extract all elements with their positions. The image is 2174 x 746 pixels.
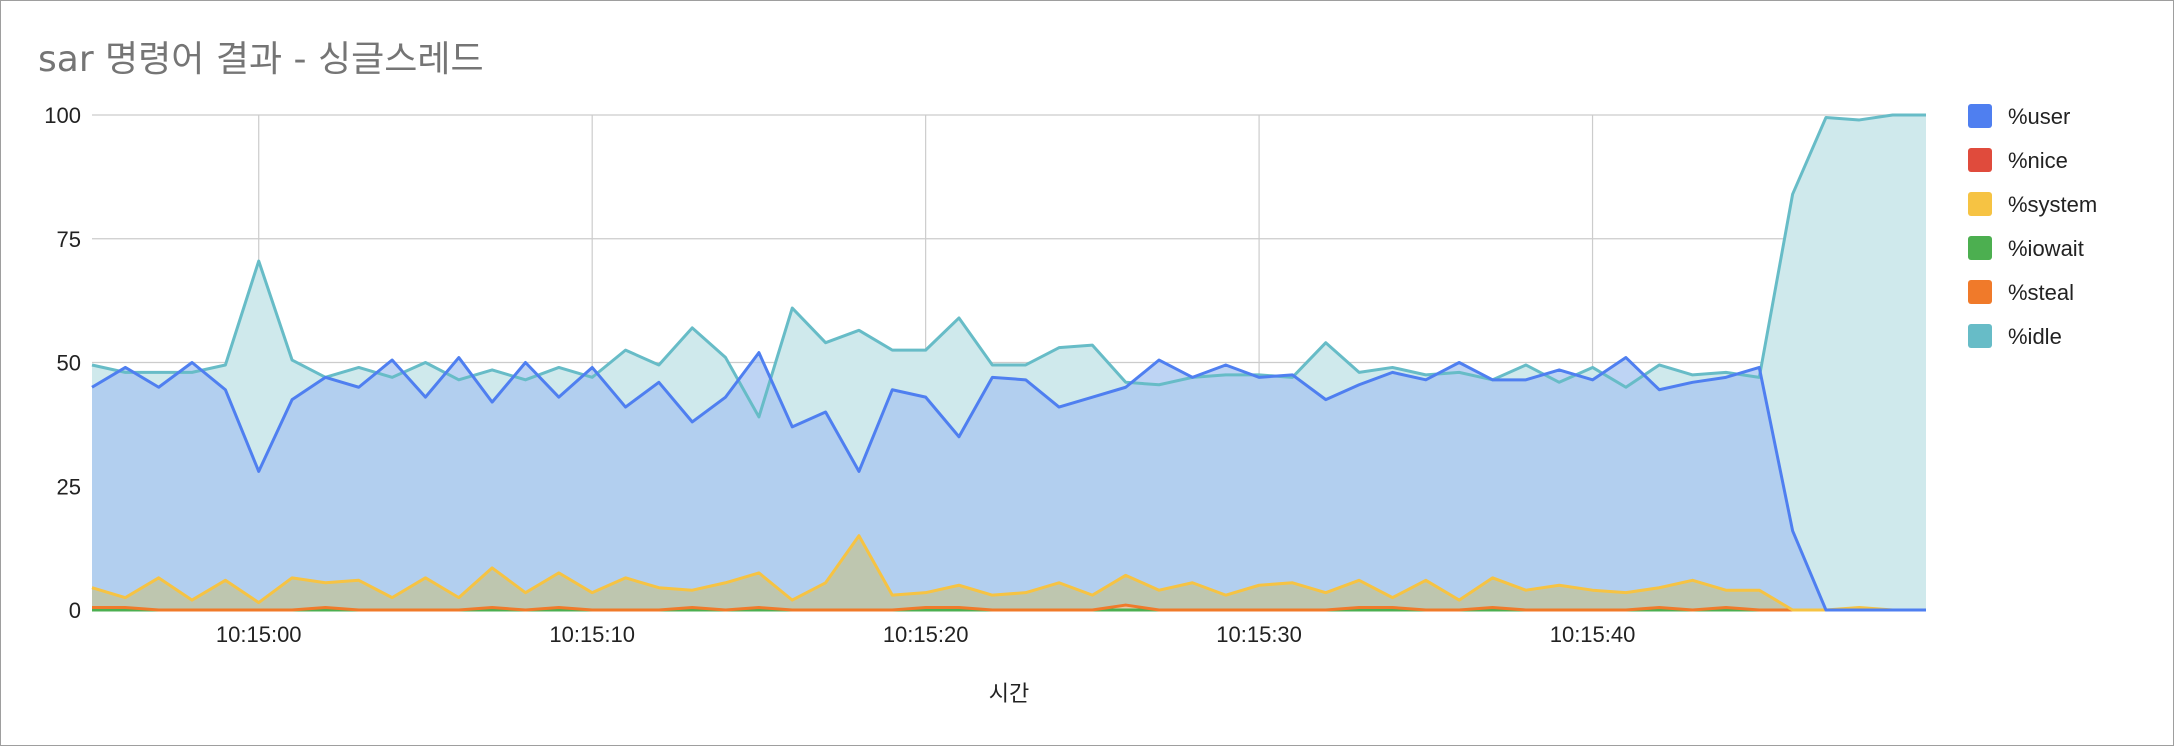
- line-idle: [91, 113, 1926, 419]
- x-tick-label: 10:15:30: [1216, 622, 1302, 647]
- line-steal: [92, 603, 1926, 612]
- legend-label: %system: [2008, 192, 2097, 217]
- y-tick-label: 0: [69, 598, 81, 623]
- line-system: [91, 534, 1926, 612]
- legend-swatch: [1968, 192, 1992, 216]
- y-tick-label: 50: [57, 351, 81, 376]
- x-axis-label: 시간: [989, 682, 1029, 707]
- legend-swatch: [1968, 236, 1992, 260]
- y-tick-label: 75: [57, 227, 81, 252]
- x-tick-label: 10:15:00: [216, 622, 302, 647]
- legend-swatch: [1968, 280, 1992, 304]
- legend-label: %iowait: [2008, 236, 2084, 261]
- legend: %user %nice %system %iowait %steal %idle: [1968, 104, 2097, 349]
- legend-swatch: [1968, 104, 1992, 128]
- legend-label: %nice: [2008, 148, 2068, 173]
- x-tick-label: 10:15:40: [1550, 622, 1636, 647]
- area-user: [92, 352, 1926, 610]
- y-tick-label: 25: [57, 474, 81, 499]
- legend-swatch: [1968, 148, 1992, 172]
- legend-label: %idle: [2008, 324, 2062, 349]
- chart-title: sar 명령어 결과 - 싱글스레드: [38, 39, 484, 80]
- area-system: [92, 535, 1926, 610]
- legend-label: %steal: [2008, 280, 2074, 305]
- x-tick-label: 10:15:10: [549, 622, 635, 647]
- line-user: [91, 351, 1926, 612]
- x-tick-label: 10:15:20: [883, 622, 969, 647]
- legend-swatch: [1968, 324, 1992, 348]
- legend-label: %user: [2008, 104, 2070, 129]
- y-tick-label: 100: [44, 103, 81, 128]
- series-lines: [91, 113, 1926, 612]
- x-axis-ticks: 10:15:00 10:15:10 10:15:20 10:15:30 10:15:40: [216, 622, 1635, 647]
- y-axis-ticks: 0 25 50 75 100: [44, 103, 81, 623]
